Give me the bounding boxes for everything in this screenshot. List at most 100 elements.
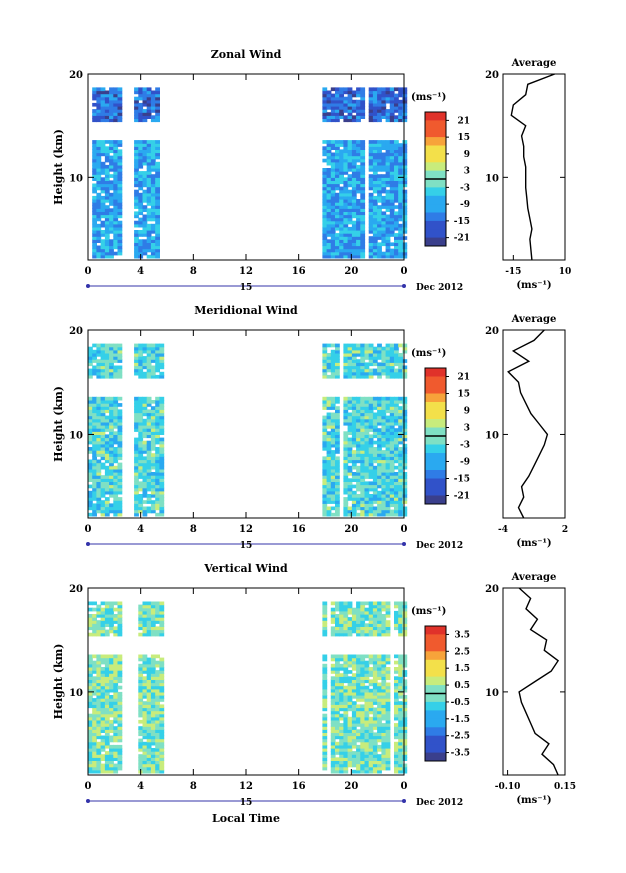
heatmap-cell <box>88 437 93 442</box>
heatmap-cell <box>113 418 119 423</box>
heatmap-cell <box>372 99 378 104</box>
heatmap-cell <box>113 412 119 417</box>
heatmap-cell <box>92 494 97 498</box>
heatmap-cell <box>109 660 114 665</box>
heatmap-cell <box>372 346 378 351</box>
heatmap-cell <box>113 368 119 373</box>
heatmap-cell <box>100 109 106 113</box>
heatmap-cell <box>394 374 399 379</box>
heatmap-cell <box>96 353 102 357</box>
heatmap-cell <box>372 189 378 194</box>
heatmap-cell <box>360 710 366 715</box>
heatmap-cell <box>150 716 156 721</box>
colorbar-segment <box>425 212 446 222</box>
heatmap-cell <box>372 400 378 404</box>
heatmap-cell <box>155 614 160 618</box>
heatmap-cell <box>100 211 106 216</box>
heatmap-cell <box>385 738 391 743</box>
heatmap-cell <box>385 710 391 715</box>
heatmap-cell <box>351 494 357 498</box>
heatmap-cell <box>100 356 106 360</box>
heatmap-cell <box>394 415 399 420</box>
heatmap-cell <box>343 657 349 662</box>
heatmap-cell <box>159 400 165 404</box>
heatmap-cell <box>381 738 387 743</box>
heatmap-cell <box>356 396 361 401</box>
heatmap-cell <box>372 155 378 160</box>
heatmap-cell <box>364 415 370 420</box>
heatmap-cell <box>330 691 336 696</box>
heatmap-cell <box>360 760 366 765</box>
colorbar-tick-label: 9 <box>464 407 470 417</box>
heatmap-cell <box>377 614 382 618</box>
heatmap-cell <box>398 158 403 163</box>
heatmap-cell <box>398 673 403 677</box>
heatmap-cell <box>146 356 152 360</box>
heatmap-cell <box>92 205 97 209</box>
heatmap-cell <box>92 481 97 486</box>
heatmap-cell <box>150 356 156 360</box>
colorbar-segment <box>425 137 446 146</box>
heatmap-cell <box>138 481 144 486</box>
heatmap-cell <box>155 478 160 482</box>
heatmap-cell <box>389 362 395 367</box>
heatmap-cell <box>88 475 93 479</box>
heatmap-cell <box>326 443 332 448</box>
heatmap-cell <box>385 660 391 665</box>
heatmap-cell <box>134 164 139 169</box>
heatmap-cell <box>138 174 144 178</box>
heatmap-cell <box>146 710 152 715</box>
heatmap-cell <box>159 766 165 771</box>
heatmap-cell <box>402 431 408 435</box>
heatmap-cell <box>398 670 403 674</box>
heatmap-cell <box>96 484 102 489</box>
heatmap-cell <box>88 368 93 373</box>
heatmap-cell <box>88 751 93 755</box>
heatmap-cell <box>155 434 160 439</box>
heatmap-cell <box>100 676 106 680</box>
heatmap-cell <box>96 623 102 627</box>
heatmap-cell <box>159 623 165 627</box>
heatmap-cell <box>389 462 395 467</box>
heatmap-cell <box>398 738 403 743</box>
heatmap-cell <box>113 168 119 172</box>
heatmap-cell <box>394 723 399 727</box>
heatmap-cell <box>394 164 399 169</box>
heatmap-cell <box>377 353 382 357</box>
heatmap-cell <box>92 626 97 631</box>
heatmap-cell <box>347 400 353 404</box>
heatmap-cell <box>155 660 160 665</box>
heatmap-cell <box>381 450 387 454</box>
heatmap-cell <box>402 763 408 768</box>
heatmap-cell <box>356 168 361 172</box>
heatmap-cell <box>330 208 336 212</box>
heatmap-cell <box>146 494 152 498</box>
average-frame <box>502 329 566 519</box>
heatmap-cell <box>322 626 328 631</box>
heatmap-cell <box>330 620 336 624</box>
heatmap-cell <box>335 607 340 612</box>
heatmap-cell <box>113 729 119 733</box>
heatmap-cell <box>398 660 403 665</box>
heatmap-cell <box>360 604 366 609</box>
heatmap-cell <box>109 220 114 225</box>
heatmap-cell <box>343 343 349 348</box>
heatmap-cell <box>113 374 119 379</box>
heatmap-cell <box>339 158 344 163</box>
heatmap-cell <box>159 396 165 401</box>
heatmap-cell <box>134 236 139 240</box>
heatmap-cell <box>377 478 382 482</box>
heatmap-cell <box>96 679 102 684</box>
heatmap-cell <box>150 626 156 631</box>
heatmap-cell <box>347 428 353 432</box>
heatmap-cell <box>360 346 366 351</box>
heatmap-cell <box>134 195 139 200</box>
heatmap-cell <box>138 158 144 163</box>
heatmap-cell <box>351 472 357 476</box>
heatmap-cell <box>402 93 408 98</box>
heatmap-cell <box>134 356 139 360</box>
heatmap-cell <box>150 732 156 737</box>
heatmap-cell <box>88 447 93 451</box>
heatmap-cell <box>142 607 148 612</box>
